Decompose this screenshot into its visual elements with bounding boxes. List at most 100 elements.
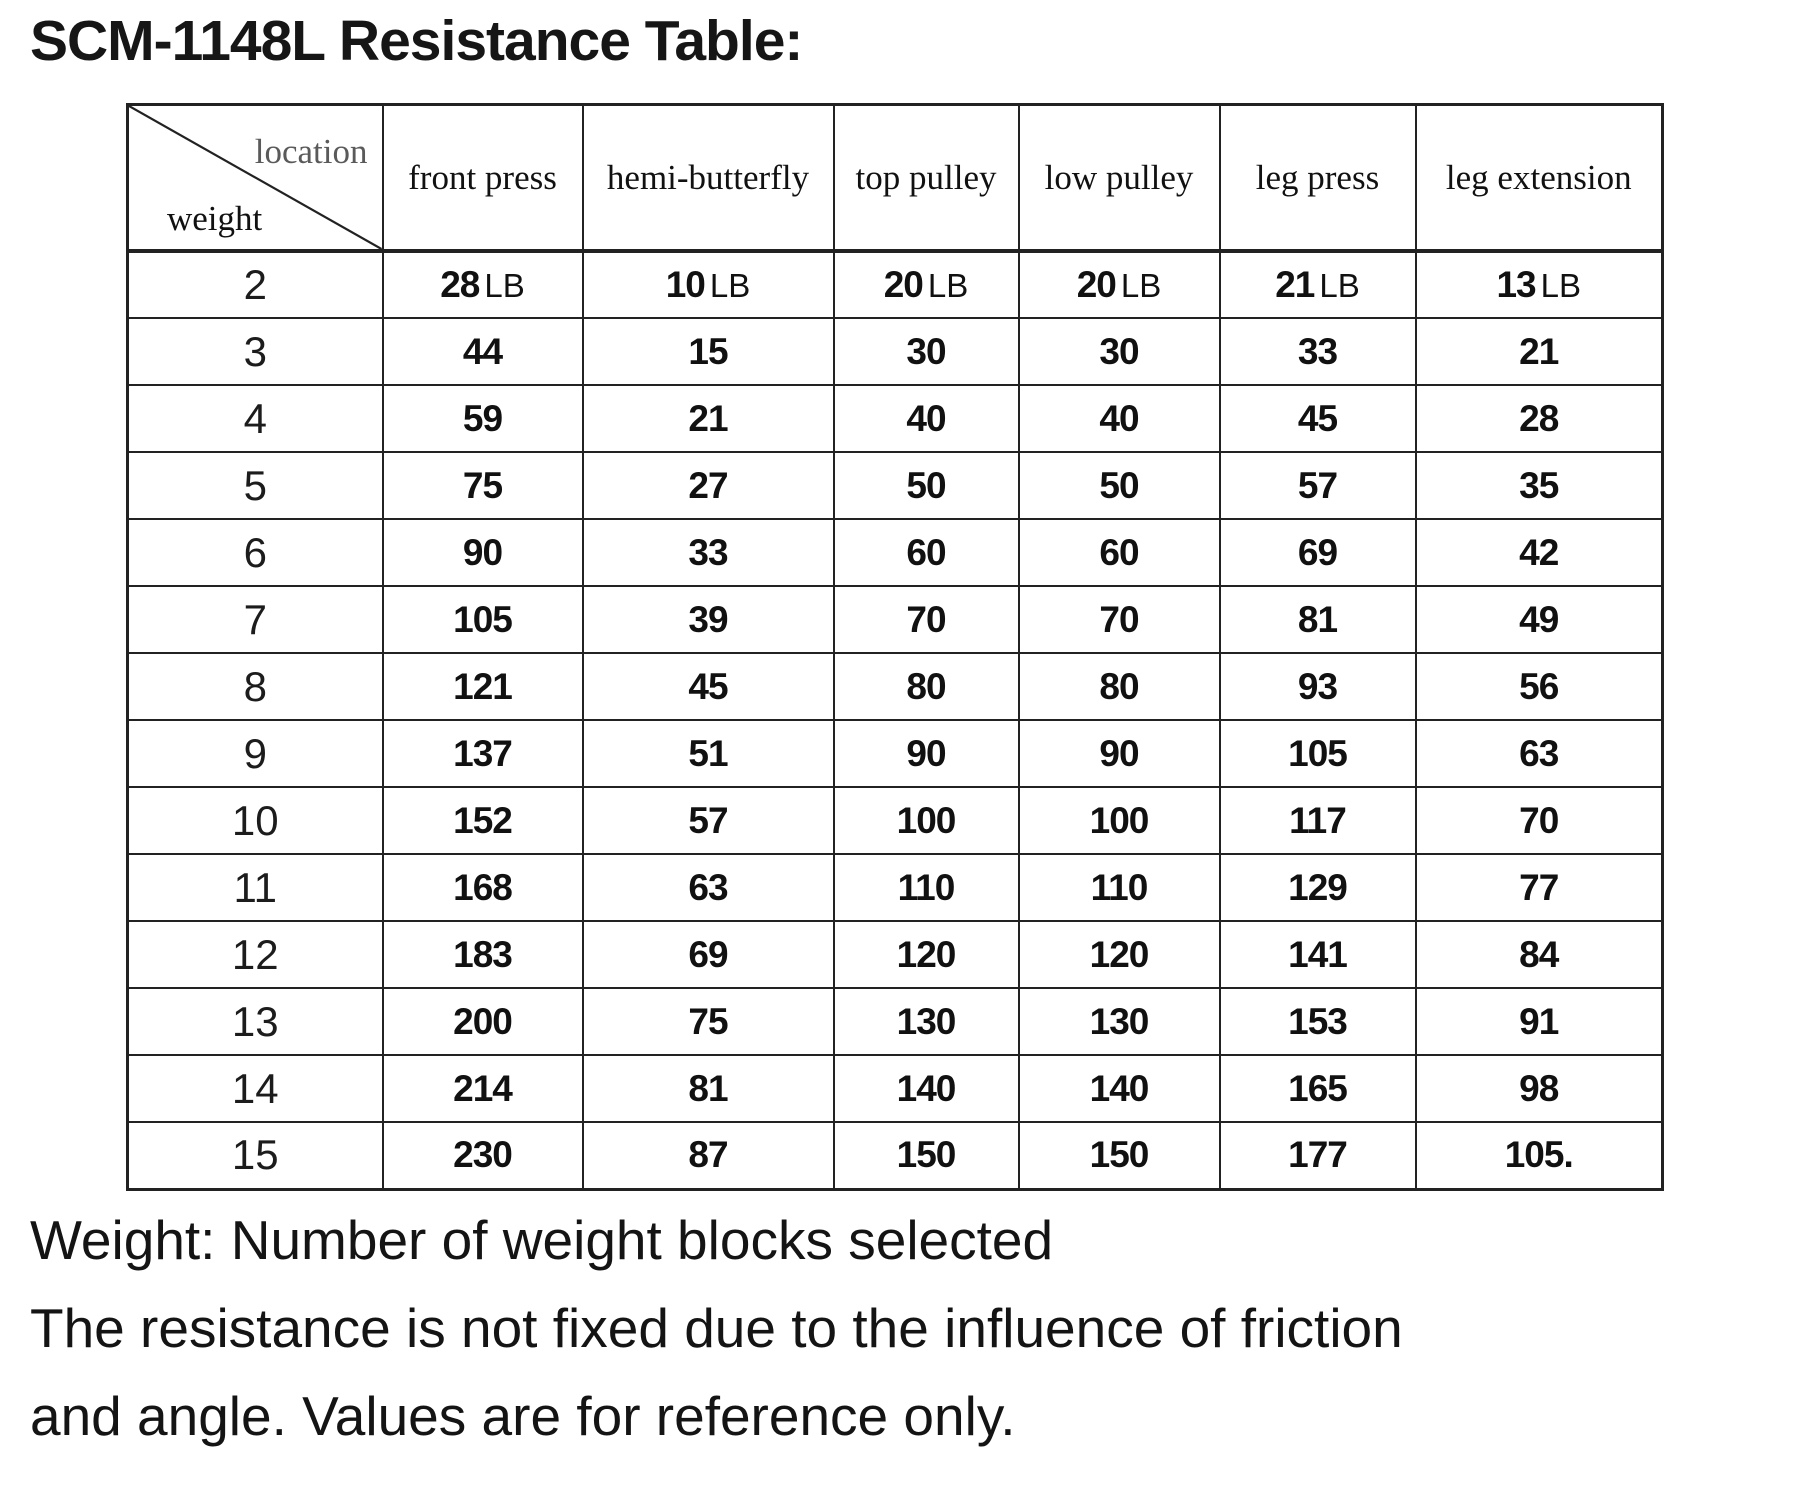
resistance-value-cell: 141 (1218, 920, 1417, 989)
resistance-value-cell: 50 (832, 451, 1020, 520)
resistance-value-cell: 117 (1218, 786, 1417, 855)
resistance-value-cell: 28 LB (381, 250, 584, 319)
resistance-value: 140 (896, 1067, 957, 1109)
resistance-value: 70 (906, 598, 946, 640)
resistance-value-cell: 69 (581, 920, 835, 989)
table-header-row: location weight front press hemi-butterf… (126, 103, 1664, 253)
table-row: 10 152 57 100 100 117 70 (126, 786, 1664, 855)
note-line: The resistance is not fixed due to the i… (30, 1297, 1403, 1359)
resistance-value: 183 (453, 933, 513, 975)
resistance-value: 20 (883, 264, 924, 305)
table-row: 7 105 39 70 70 81 49 (126, 585, 1664, 654)
resistance-value-cell: 130 (1017, 987, 1221, 1056)
note-line: and angle. Values are for reference only… (30, 1385, 1016, 1447)
weight-cell: 15 (126, 1121, 384, 1190)
weight-cell: 11 (126, 853, 384, 922)
resistance-value: 110 (897, 866, 956, 908)
resistance-value: 150 (1089, 1134, 1150, 1176)
resistance-value: 27 (688, 464, 728, 506)
resistance-value-cell: 200 (381, 987, 584, 1056)
resistance-value-cell: 90 (1017, 719, 1221, 788)
resistance-value-cell: 90 (381, 518, 584, 587)
weight-cell: 5 (126, 451, 384, 520)
weight-cell: 3 (126, 317, 384, 386)
resistance-value: 91 (1519, 1000, 1559, 1042)
table-row: 6 90 33 60 60 69 42 (126, 518, 1664, 587)
resistance-value-cell: 153 (1218, 987, 1417, 1056)
resistance-value: 60 (906, 531, 946, 573)
resistance-value-cell: 13 LB (1414, 250, 1664, 319)
resistance-value-cell: 57 (581, 786, 835, 855)
resistance-value: 40 (906, 397, 946, 439)
unit-label: LB (1319, 267, 1360, 304)
resistance-value: 21 (1275, 264, 1315, 305)
weight-cell: 10 (126, 786, 384, 855)
resistance-value-cell: 80 (1017, 652, 1221, 721)
resistance-value-cell: 70 (832, 585, 1020, 654)
resistance-value-cell: 150 (1017, 1121, 1221, 1190)
resistance-value-cell: 75 (381, 451, 584, 520)
resistance-value: 75 (462, 464, 503, 506)
resistance-value-cell: 40 (832, 384, 1020, 453)
resistance-value-cell: 30 (1017, 317, 1221, 386)
resistance-value: 75 (688, 1000, 728, 1042)
resistance-value-cell: 45 (581, 652, 835, 721)
resistance-value-cell: 98 (1414, 1054, 1664, 1123)
resistance-value: 42 (1519, 531, 1559, 573)
resistance-value: 69 (688, 933, 728, 975)
resistance-value: 105 (453, 598, 513, 640)
resistance-value-cell: 57 (1218, 451, 1417, 520)
diagonal-divider (129, 106, 382, 249)
resistance-value-cell: 90 (832, 719, 1020, 788)
column-header-leg-extension: leg extension (1414, 103, 1664, 253)
resistance-value-cell: 91 (1414, 987, 1664, 1056)
resistance-value: 140 (1089, 1067, 1150, 1109)
resistance-value-cell: 33 (1218, 317, 1417, 386)
resistance-value: 70 (1519, 799, 1559, 841)
resistance-value-cell: 40 (1017, 384, 1221, 453)
unit-label: LB (927, 267, 969, 304)
resistance-value-cell: 93 (1218, 652, 1417, 721)
table-row: 11 168 63 110 110 129 77 (126, 853, 1664, 922)
resistance-value-cell: 152 (381, 786, 584, 855)
resistance-value-cell: 30 (832, 317, 1020, 386)
resistance-value: 57 (688, 799, 728, 841)
resistance-value: 165 (1288, 1067, 1348, 1109)
corner-location-label: location (254, 132, 368, 171)
resistance-value: 84 (1519, 933, 1559, 975)
unit-label: LB (484, 267, 525, 304)
resistance-value: 77 (1519, 866, 1559, 908)
weight-cell: 14 (126, 1054, 384, 1123)
resistance-value: 45 (688, 665, 728, 707)
resistance-value: 200 (453, 1000, 513, 1042)
resistance-value-cell: 105. (1414, 1121, 1664, 1190)
resistance-value-cell: 140 (832, 1054, 1020, 1123)
resistance-value-cell: 81 (1218, 585, 1417, 654)
resistance-table: location weight front press hemi-butterf… (126, 103, 1664, 1191)
resistance-value: 130 (896, 1000, 957, 1042)
resistance-value-cell: 100 (832, 786, 1020, 855)
resistance-value-cell: 28 (1414, 384, 1664, 453)
resistance-value: 50 (906, 464, 946, 506)
resistance-value-cell: 183 (381, 920, 584, 989)
resistance-value-cell: 21 LB (1218, 250, 1417, 319)
resistance-value-cell: 130 (832, 987, 1020, 1056)
resistance-value: 230 (453, 1134, 513, 1176)
resistance-value: 56 (1519, 665, 1559, 707)
resistance-value: 63 (1519, 732, 1559, 774)
resistance-value-cell: 214 (381, 1054, 584, 1123)
resistance-value-cell: 165 (1218, 1054, 1417, 1123)
resistance-value-cell: 42 (1414, 518, 1664, 587)
resistance-value-cell: 49 (1414, 585, 1664, 654)
resistance-value: 60 (1099, 531, 1139, 573)
resistance-value: 63 (688, 866, 728, 908)
resistance-value-cell: 129 (1218, 853, 1417, 922)
column-header-top-pulley: top pulley (832, 103, 1020, 253)
resistance-value-cell: 75 (581, 987, 835, 1056)
resistance-value-cell: 140 (1017, 1054, 1221, 1123)
weight-cell: 2 (126, 250, 384, 319)
resistance-value-cell: 150 (832, 1121, 1020, 1190)
resistance-value: 120 (896, 933, 957, 975)
resistance-value: 90 (1099, 732, 1139, 774)
